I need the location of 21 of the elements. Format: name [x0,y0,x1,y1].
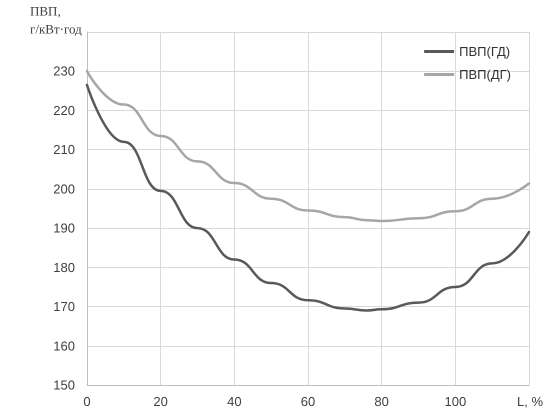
y-axis-title: ПВП, г/кВт·год [30,4,82,36]
y-tick-label: 170 [53,299,75,314]
legend-label: ПВП(ДГ) [459,67,512,82]
x-tick-label: 100 [444,394,466,409]
y-tick-label: 230 [53,64,75,79]
x-tick-label: 0 [83,394,91,409]
x-axis-title: L, % [516,394,544,409]
x-tick-label: 80 [374,394,389,409]
line-series [86,84,530,312]
y-tick-label: 190 [53,220,75,236]
y-tick-label: 160 [53,338,75,354]
x-tick-label: 20 [153,394,168,409]
legend-label: ПВП(ГД) [459,44,510,59]
y-tick-label: 150 [53,378,75,392]
line-series [86,70,530,222]
x-tick-label: 40 [227,394,242,409]
y-tick-label: 200 [53,181,75,196]
y-tick-label: 210 [53,142,75,158]
x-tick-label: 60 [300,394,316,409]
y-tick-label: 220 [53,102,75,118]
y-tick-label: 180 [53,260,75,275]
